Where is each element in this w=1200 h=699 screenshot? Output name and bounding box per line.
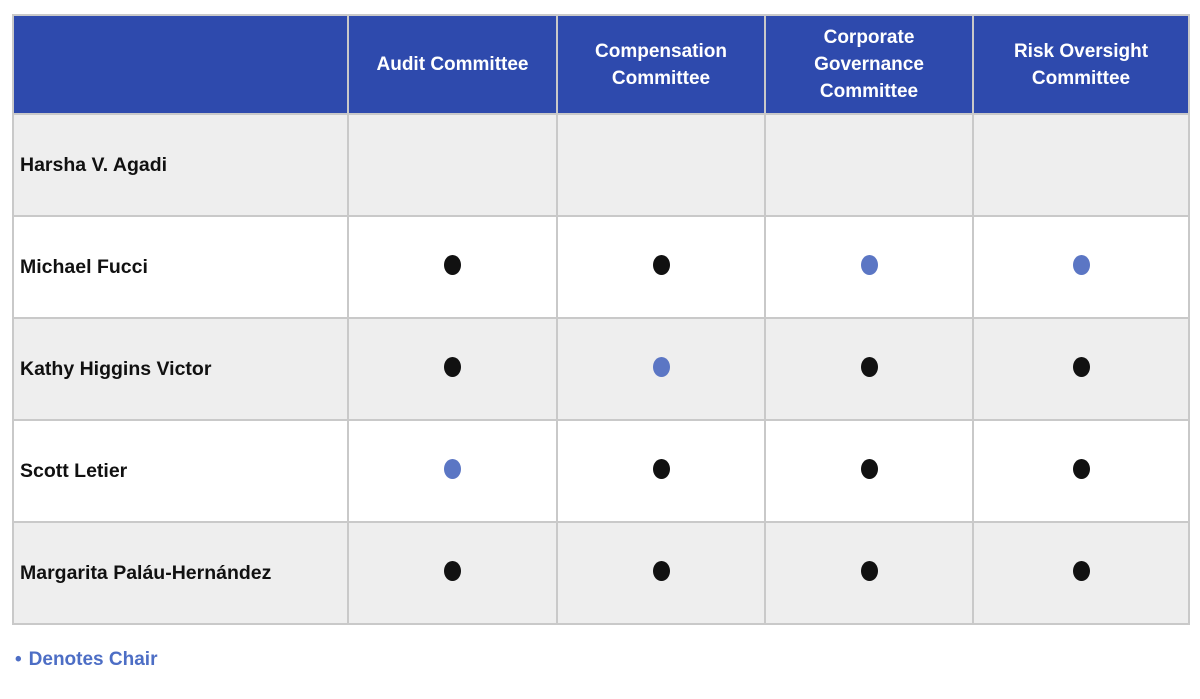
director-name: Michael Fucci [12,215,349,319]
membership-dot [1072,356,1090,377]
committee-cell [556,215,766,319]
membership-dot [444,458,461,479]
committee-membership-table: Audit Committee Compensation Committee C… [12,14,1190,625]
membership-dot [860,254,878,275]
membership-dot [444,356,461,377]
committee-cell [347,113,558,217]
committee-cell [347,317,558,421]
chair-legend-label: Denotes Chair [28,649,158,670]
director-name: Kathy Higgins Victor [12,317,349,421]
committee-cell [556,113,766,217]
committee-cell [764,521,974,625]
membership-dot [444,254,461,275]
membership-dot [860,356,878,377]
table-row: Harsha V. Agadi [12,113,1190,217]
committee-cell [764,113,974,217]
membership-dot [652,356,670,377]
chair-legend: • Denotes Chair [15,649,1200,671]
committee-cell [972,113,1190,217]
committee-cell [764,419,974,523]
committee-cell [764,215,974,319]
committee-cell [764,317,974,421]
header-row: Audit Committee Compensation Committee C… [12,14,1190,115]
committee-cell [347,215,558,319]
table-row: Margarita Paláu-Hernández [12,521,1190,625]
membership-dot [652,458,670,479]
membership-dot [1072,254,1090,275]
membership-dot [444,560,461,581]
committee-cell [972,521,1190,625]
column-header-corporate-governance-committee: Corporate Governance Committee [764,14,974,115]
column-header-compensation-committee: Compensation Committee [556,14,766,115]
column-header-risk-oversight-committee: Risk Oversight Committee [972,14,1190,115]
committee-cell [347,521,558,625]
table-row: Scott Letier [12,419,1190,523]
membership-dot [652,254,670,275]
committee-cell [972,317,1190,421]
membership-dot [860,560,878,581]
committee-cell [347,419,558,523]
committee-cell [556,419,766,523]
director-name: Harsha V. Agadi [12,113,349,217]
committee-cell [556,317,766,421]
column-header-names [12,14,349,115]
membership-dot [652,560,670,581]
director-name: Margarita Paláu-Hernández [12,521,349,625]
column-header-audit-committee: Audit Committee [347,14,558,115]
membership-dot [1072,560,1090,581]
chair-bullet-icon: • [15,649,22,670]
membership-dot [1072,458,1090,479]
committee-cell [972,419,1190,523]
membership-dot [860,458,878,479]
table-row: Michael Fucci [12,215,1190,319]
director-name: Scott Letier [12,419,349,523]
committee-cell [972,215,1190,319]
committee-cell [556,521,766,625]
table-row: Kathy Higgins Victor [12,317,1190,421]
